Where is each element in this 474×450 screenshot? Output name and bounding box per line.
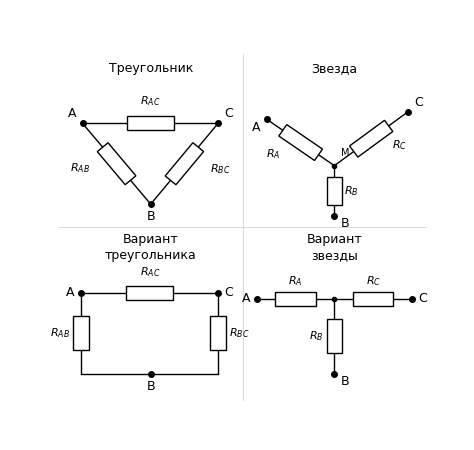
Text: $R_C$: $R_C$ <box>392 138 408 152</box>
Text: $R_{AB}$: $R_{AB}$ <box>50 326 70 340</box>
Text: A: A <box>252 121 261 134</box>
Text: Вариант
треугольника: Вариант треугольника <box>105 233 197 261</box>
Bar <box>127 117 173 130</box>
Text: B: B <box>341 217 349 230</box>
Polygon shape <box>97 143 136 184</box>
Bar <box>275 292 316 306</box>
Polygon shape <box>279 125 322 161</box>
Text: $R_A$: $R_A$ <box>288 274 303 288</box>
Bar <box>126 286 173 300</box>
Text: A: A <box>242 292 251 306</box>
Polygon shape <box>350 120 393 157</box>
Text: M: M <box>341 148 349 158</box>
Bar <box>327 177 342 205</box>
Bar <box>210 316 226 350</box>
Text: C: C <box>224 107 233 120</box>
Text: C: C <box>414 96 423 108</box>
Text: $R_{AC}$: $R_{AC}$ <box>140 265 161 279</box>
Bar <box>73 316 89 350</box>
Text: Треугольник: Треугольник <box>109 62 193 75</box>
Text: $R_{AC}$: $R_{AC}$ <box>140 94 161 108</box>
Text: C: C <box>224 286 233 299</box>
Text: B: B <box>341 375 349 388</box>
Text: $R_{AB}$: $R_{AB}$ <box>70 161 90 175</box>
Text: B: B <box>146 380 155 393</box>
Text: C: C <box>418 292 427 306</box>
Text: B: B <box>146 210 155 223</box>
Bar <box>327 319 342 353</box>
Text: $R_C$: $R_C$ <box>365 274 381 288</box>
Bar <box>353 292 393 306</box>
Text: $R_{BC}$: $R_{BC}$ <box>229 326 249 340</box>
Text: $R_B$: $R_B$ <box>344 184 358 198</box>
Text: $R_A$: $R_A$ <box>265 147 280 161</box>
Polygon shape <box>165 143 204 185</box>
Text: Звезда: Звезда <box>311 62 357 75</box>
Text: $R_B$: $R_B$ <box>309 329 324 343</box>
Text: Вариант
звезды: Вариант звезды <box>307 233 362 261</box>
Text: A: A <box>68 107 76 120</box>
Text: A: A <box>66 286 75 299</box>
Text: $R_{BC}$: $R_{BC}$ <box>210 162 231 176</box>
